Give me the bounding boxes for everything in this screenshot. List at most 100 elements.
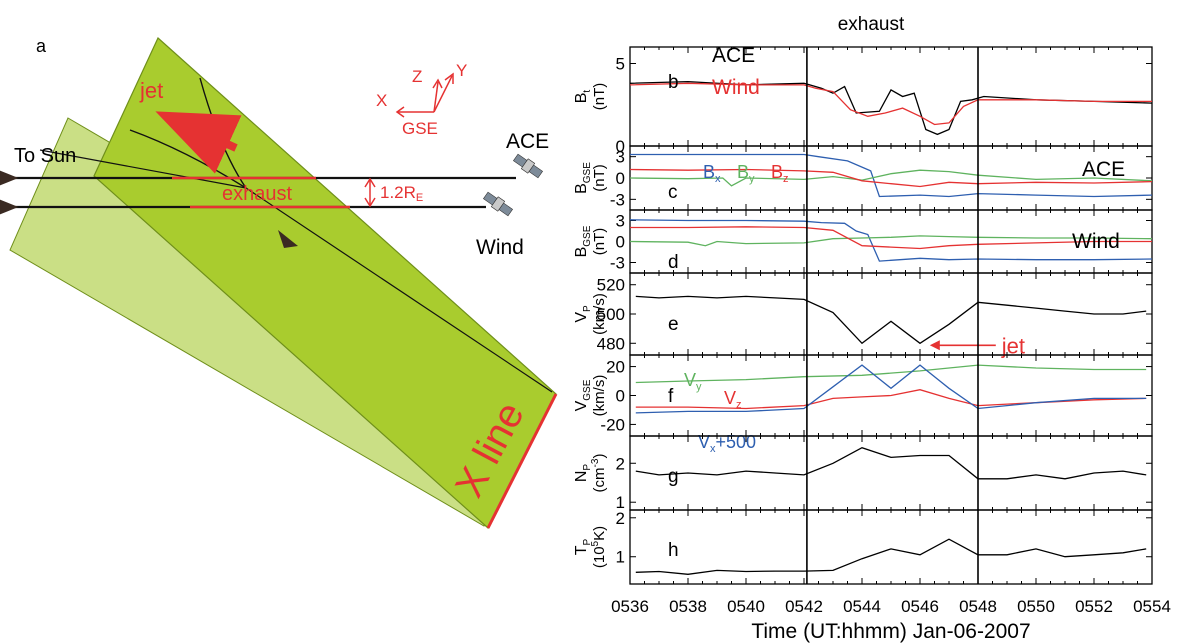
y-tick-label: 0: [616, 387, 625, 406]
y-tick-label: 2: [616, 454, 625, 473]
y-tick-label: 0: [616, 169, 625, 188]
gse-axes: [395, 72, 454, 118]
panel-label: Wind: [712, 76, 760, 99]
separation-label: 1.2RE: [380, 183, 423, 204]
panel-h: 2 1 TP(105K) h: [573, 509, 1153, 585]
y-axis-unit: (nT): [591, 164, 608, 192]
x-tick-label: 0552: [1075, 597, 1113, 616]
x-tick-label: 0546: [901, 597, 939, 616]
to-sun-label: To Sun: [14, 145, 76, 167]
series-line-vx-500: [635, 364, 1147, 414]
series-line-bx: [630, 153, 1153, 198]
series-line-wind: [629, 82, 1152, 126]
y-axis-unit: (nT): [591, 83, 608, 111]
series-line-by: [629, 235, 1153, 247]
panel-letter: e: [668, 314, 679, 335]
panel-letter: c: [668, 182, 678, 203]
series-line-tp: [635, 538, 1147, 575]
gse-name: GSE: [402, 119, 438, 138]
y-axis-label: Bt: [573, 90, 593, 104]
y-axis-unit: (cm-3): [590, 454, 608, 493]
y-tick-label: 5: [616, 55, 625, 74]
chart-title: exhaust: [838, 14, 905, 35]
y-tick-label: 520: [597, 276, 625, 295]
series-line-vz: [635, 389, 1147, 410]
series-line-bz: [630, 226, 1152, 250]
x-tick-label: 0554: [1133, 597, 1171, 616]
y-tick-label: 2: [616, 509, 625, 528]
series-line-by: [629, 169, 1153, 187]
x-tick-label: 0538: [669, 597, 707, 616]
satellite-icon: [483, 191, 513, 217]
field-line: [39, 149, 247, 189]
panel-c: 3 0 -3 BGSE(nT) c ACE Bx By Bz: [573, 145, 1153, 211]
jet-label: jet: [139, 78, 163, 103]
legend-entry: Vy: [684, 370, 702, 393]
jet-pointer-head: [929, 340, 940, 351]
x-tick-label: 0544: [843, 597, 881, 616]
exhaust-label: exhaust: [222, 183, 292, 205]
y-axis-unit: (km/s): [591, 293, 608, 335]
y-tick-label: 3: [616, 212, 625, 231]
jet-arrow: [155, 111, 242, 174]
schematic-panel: a X line jet To Sun exhaust 1.2RE: [0, 36, 558, 529]
y-tick-label: 3: [616, 148, 625, 167]
legend-entry: By: [737, 162, 755, 185]
panel-b: 5 0 Bt(nT) b ACE Wind: [573, 44, 1153, 156]
y-axis-label: BGSE: [573, 225, 593, 257]
separation-arrow-up: [364, 177, 376, 188]
x-tick-label: 0540: [727, 597, 765, 616]
y-axis-unit: (105K): [590, 526, 608, 568]
panel-label: ACE: [1082, 158, 1125, 181]
y-axis-label: NP: [573, 464, 593, 483]
legend-entry: Bz: [771, 162, 789, 185]
panel-d: 3 0 -3 BGSE(nT) d Wind: [573, 209, 1153, 274]
y-tick-label: 0: [616, 233, 625, 252]
x-tick-label: 0536: [611, 597, 649, 616]
x-tick-label: 0548: [959, 597, 997, 616]
panel-frame: [629, 272, 1153, 356]
y-tick-label: 480: [597, 334, 625, 353]
gse-y: Y: [456, 61, 467, 80]
panel-label: ACE: [712, 44, 755, 67]
y-axis-unit: (nT): [591, 228, 608, 256]
gse-x: X: [376, 91, 387, 110]
y-axis-unit: (km/s): [591, 375, 608, 417]
field-line: [245, 187, 553, 393]
x-axis-label: Time (UT:hhmm) Jan-06-2007: [751, 620, 1030, 643]
y-axis-label: TP: [573, 538, 593, 555]
ace-label: ACE: [506, 130, 549, 153]
jet-annotation: jet: [1001, 333, 1025, 358]
y-tick-label: 1: [616, 493, 625, 512]
y-tick-label: 500: [597, 305, 625, 324]
wind-label: Wind: [476, 236, 524, 259]
x-tick-label: 0550: [1017, 597, 1055, 616]
satellite-icon: [513, 153, 543, 179]
y-tick-label: -3: [610, 190, 625, 209]
y-tick-label: -20: [600, 415, 625, 434]
series-line-np: [635, 446, 1147, 480]
panel-letter: b: [668, 72, 679, 93]
y-tick-label: -3: [610, 254, 625, 273]
y-tick-label: 1: [616, 548, 625, 567]
time-series-chart: exhaust50Bt(nT)bACEWind30-3BGSE(nT)cACEB…: [573, 14, 1171, 643]
panel-letter: g: [668, 466, 679, 487]
x-line: [486, 393, 558, 529]
series-line-ace: [629, 80, 1153, 136]
panel-frame: [629, 509, 1153, 585]
series-line-bz: [629, 168, 1153, 188]
panel-letter: f: [668, 386, 674, 407]
legend-entry: Bx: [703, 162, 721, 185]
panel-label-a: a: [36, 36, 47, 56]
gse-z: Z: [412, 67, 422, 86]
panel-letter: h: [668, 540, 679, 561]
y-axis-label: BGSE: [573, 162, 593, 194]
series-line-bx: [629, 219, 1153, 262]
series-line-vy: [635, 364, 1147, 384]
legend-entry: Vz: [724, 388, 742, 411]
panel-g: 2 1 NP(cm-3) g: [573, 435, 1153, 512]
field-arrowhead: [278, 230, 298, 248]
